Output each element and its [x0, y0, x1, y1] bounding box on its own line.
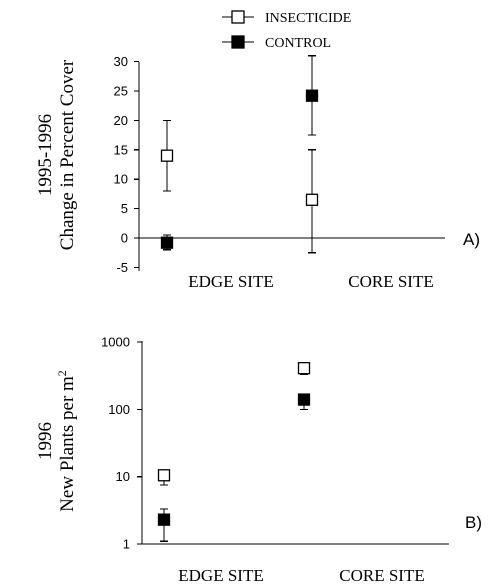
panel-a-category-label-core: CORE SITE [348, 272, 433, 291]
panel-b-category-label-core: CORE SITE [339, 566, 424, 585]
panel-b-y-tick-label: 1000 [101, 335, 130, 350]
panel-b-y-label-line2: New Plants per m2 [55, 370, 78, 512]
panel-a-y-label-line1: 1995-1996 [35, 114, 56, 196]
panel-b-y-label-line1: 1996 [35, 422, 56, 460]
panel-b: 1 10 100 1000 EDGE SITE CORE SITE B) 1996 N… [35, 335, 482, 585]
panel-b-insecticide-point [297, 362, 311, 375]
panel-a-y-tick-label: 15 [114, 142, 128, 157]
panel-a-y-tick-label: 30 [114, 54, 128, 69]
panel-a-label: A) [463, 230, 480, 249]
panel-a-y-tick-label: 5 [121, 201, 128, 216]
legend-open-square-icon [231, 10, 245, 24]
panel-a-category-label-edge: EDGE SITE [188, 272, 273, 291]
legend: INSECTICIDE CONTROL [222, 10, 351, 51]
panel-b-y-tick-label: 10 [116, 469, 130, 484]
panel-a-insecticide-point [160, 149, 174, 162]
panel-a-y-tick-label: 20 [114, 113, 128, 128]
panel-b-points [157, 362, 311, 542]
panel-a-y-tick-label: 10 [114, 172, 128, 187]
panel-b-y-tick-label: 1 [123, 537, 130, 552]
panel-b-control-point [297, 393, 311, 406]
panel-a-control-point [305, 89, 319, 102]
panel-a: -5 0 5 10 15 20 25 30 EDGE SITE CORE SITE A) 19… [35, 54, 480, 291]
legend-item-control: CONTROL [222, 35, 331, 51]
panel-b-label: B) [465, 513, 482, 532]
panel-a-points [160, 55, 319, 254]
panel-b-insecticide-point [157, 469, 171, 482]
legend-item-insecticide: INSECTICIDE [222, 10, 351, 26]
panel-b-y-label-text: New Plants per m [57, 376, 78, 512]
legend-filled-square-icon [231, 35, 245, 49]
panel-b-y-label-superscript: 2 [55, 370, 69, 376]
panel-a-y-label-line2: Change in Percent Cover [57, 59, 78, 250]
panel-b-y-tick-label: 100 [108, 402, 130, 417]
panel-a-y-tick-label: -5 [116, 260, 128, 275]
panel-b-category-label-edge: EDGE SITE [178, 566, 263, 585]
panel-b-control-point [157, 513, 171, 526]
panel-a-insecticide-point [305, 193, 319, 206]
panel-a-y-ticks: -5 0 5 10 15 20 25 30 [114, 54, 139, 275]
legend-label-control: CONTROL [265, 36, 331, 51]
panel-a-y-tick-label: 0 [121, 231, 128, 246]
panel-a-y-tick-label: 25 [114, 84, 128, 99]
panel-a-control-point [160, 236, 174, 249]
panel-b-y-ticks: 1 10 100 1000 [101, 335, 142, 552]
legend-label-insecticide: INSECTICIDE [265, 11, 351, 26]
